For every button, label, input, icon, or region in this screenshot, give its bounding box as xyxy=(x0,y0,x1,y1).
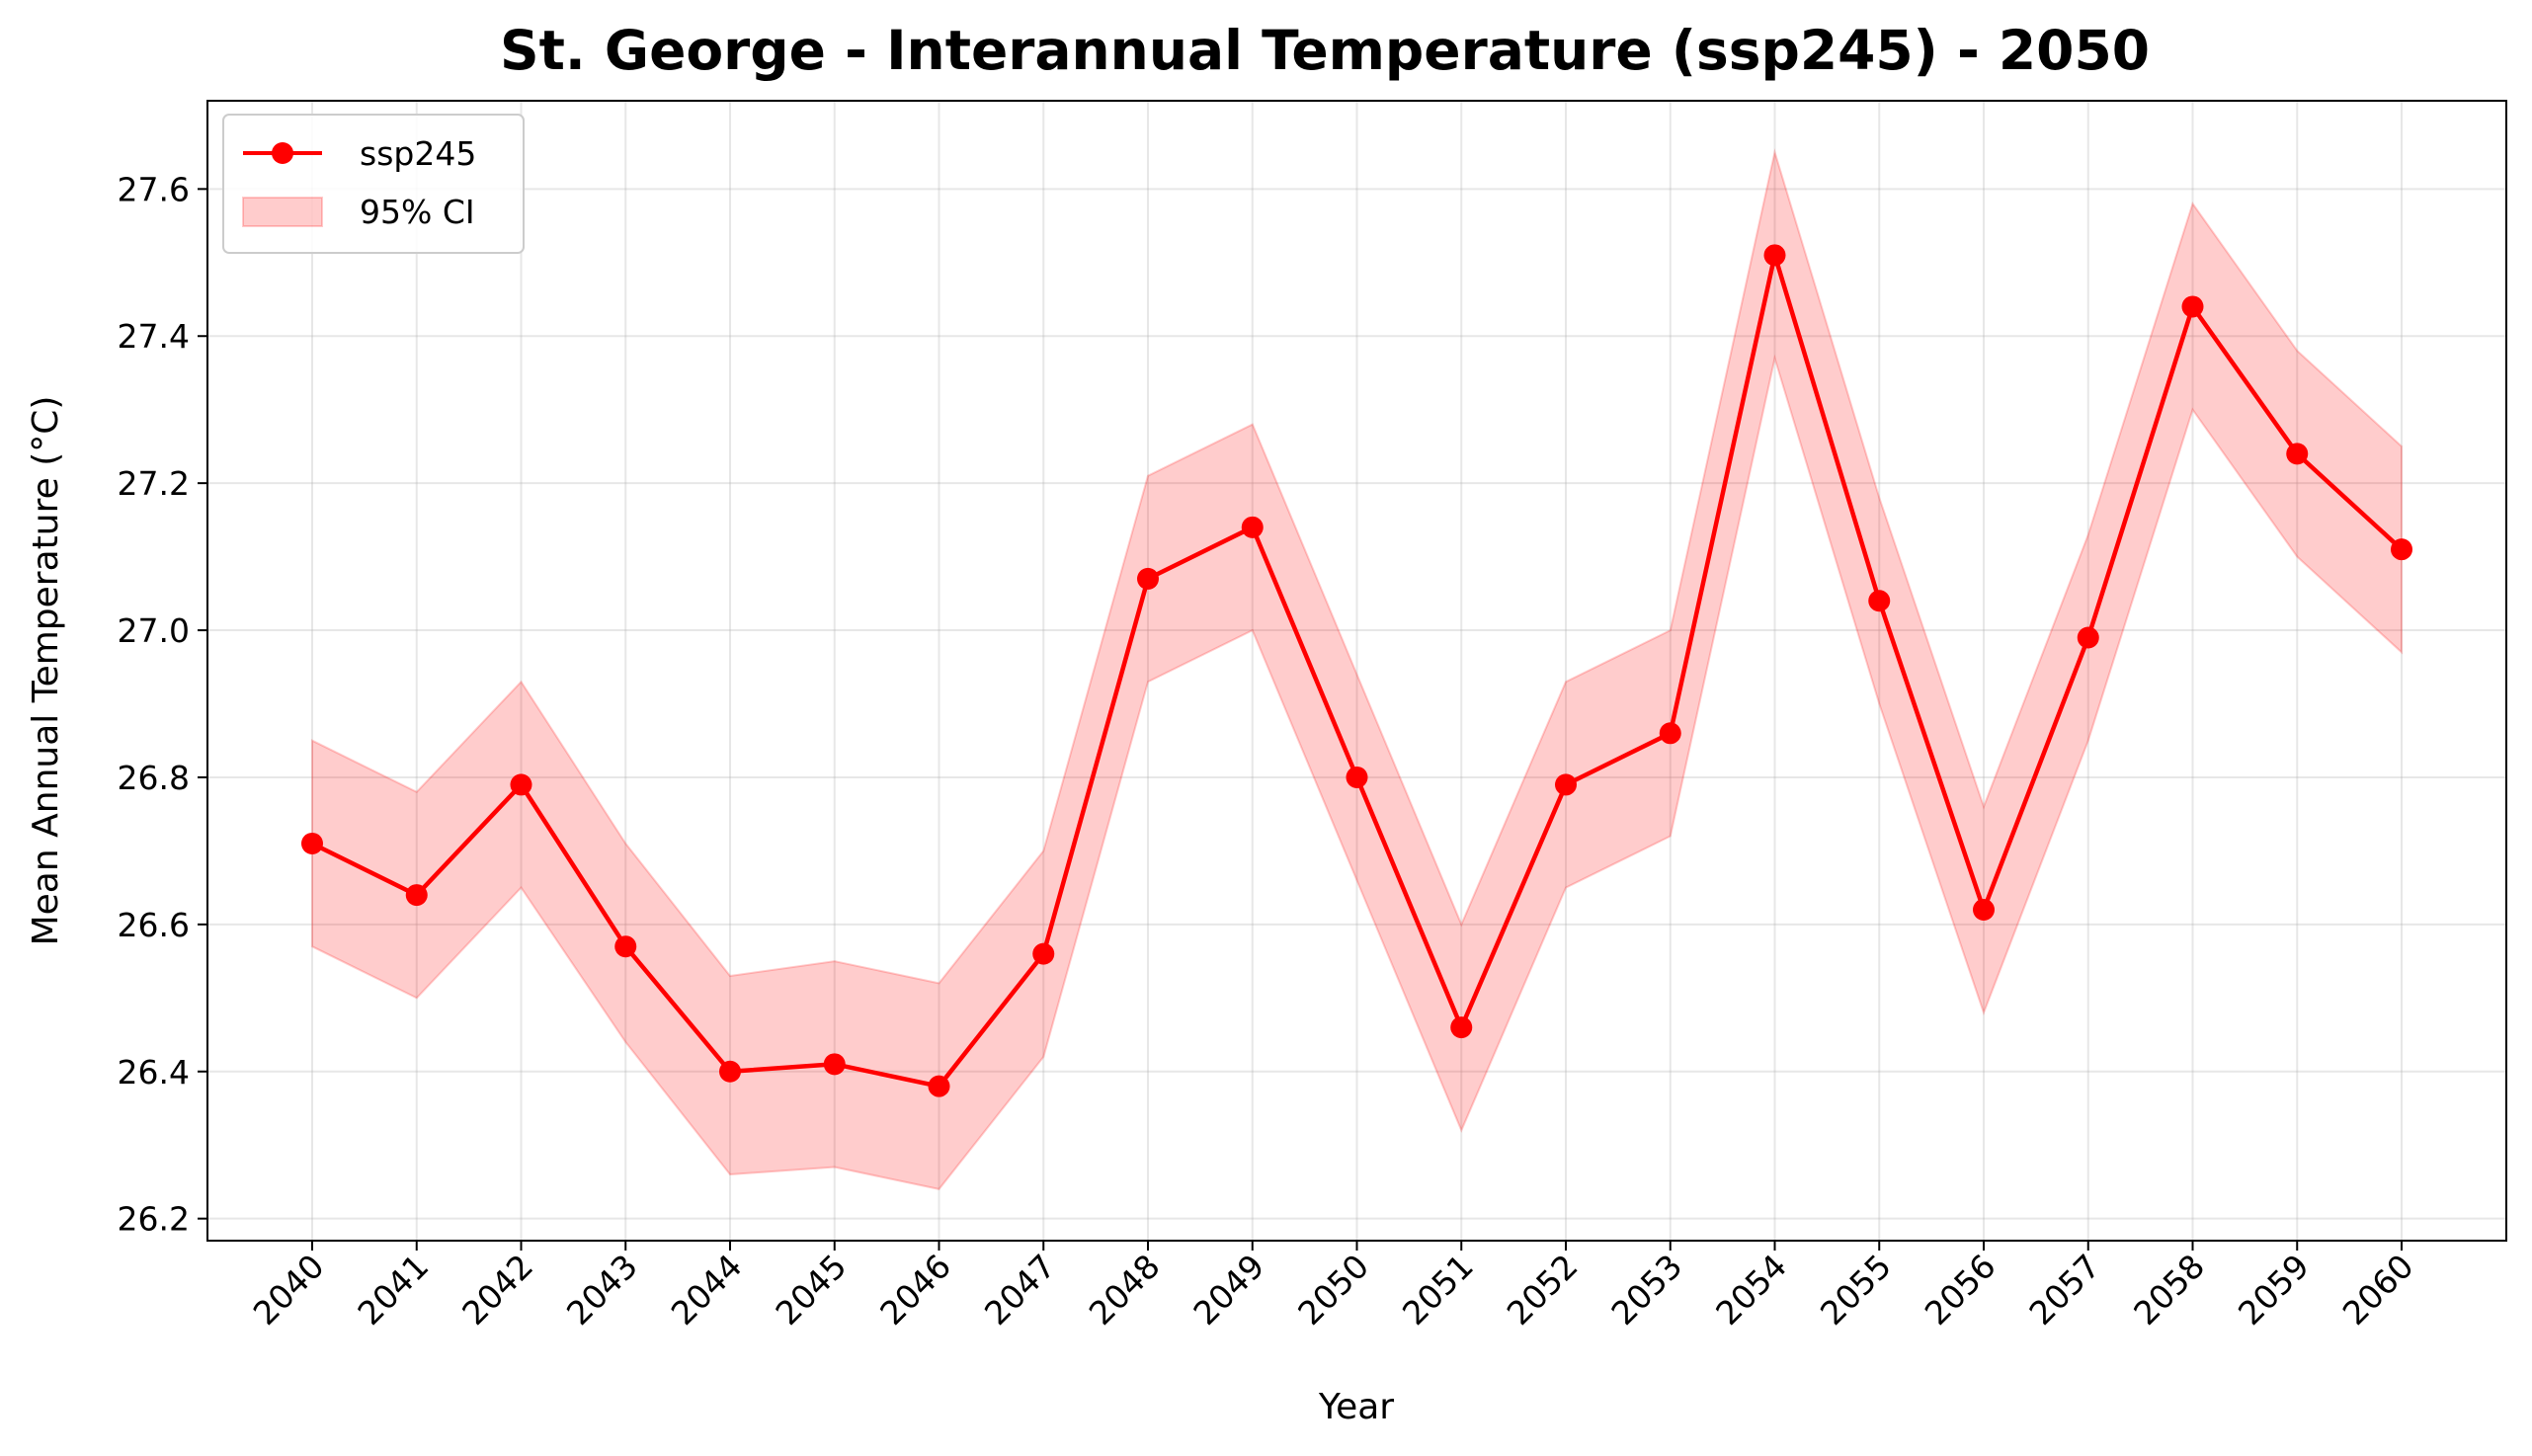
data-point xyxy=(2391,538,2412,561)
data-point xyxy=(1346,766,1368,788)
data-point xyxy=(1137,567,1159,590)
legend: ssp245 95% CI xyxy=(222,114,525,254)
data-point xyxy=(301,832,323,854)
confidence-band-layer xyxy=(311,148,2403,1191)
data-point xyxy=(2181,295,2204,318)
grid-lines xyxy=(207,101,2506,1241)
data-point xyxy=(614,935,637,958)
data-point xyxy=(1659,722,1681,745)
data-point xyxy=(928,1075,950,1097)
legend-marker-swatch xyxy=(272,142,293,164)
legend-label-series: ssp245 xyxy=(360,134,476,173)
data-point xyxy=(1763,244,1786,267)
y-tick-label: 26.6 xyxy=(118,906,190,944)
data-point xyxy=(1032,942,1055,965)
series-marker-layer xyxy=(301,244,2412,1097)
y-tick-label: 26.2 xyxy=(118,1200,190,1239)
y-axis-ticks: 26.2 26.4 26.6 26.8 27.0 27.2 27.4 27.6 xyxy=(118,170,207,1239)
legend-box xyxy=(222,114,525,254)
y-tick-label: 27.0 xyxy=(118,611,190,650)
y-tick-label: 26.4 xyxy=(118,1053,190,1092)
data-point xyxy=(2077,626,2099,649)
data-point xyxy=(719,1060,741,1083)
y-tick-label: 26.8 xyxy=(118,759,190,797)
y-tick-label: 27.4 xyxy=(118,317,190,356)
data-point xyxy=(823,1053,846,1076)
data-point xyxy=(510,773,532,796)
data-point xyxy=(405,884,428,907)
confidence-band xyxy=(311,148,2403,1191)
chart-title: St. George - Interannual Temperature (ss… xyxy=(500,19,2150,82)
y-tick-label: 27.6 xyxy=(118,170,190,208)
data-point xyxy=(1241,516,1264,538)
y-tick-label: 27.2 xyxy=(118,464,190,503)
y-axis-label: Mean Annual Temperature (°C) xyxy=(26,396,66,946)
data-point xyxy=(1973,898,1995,921)
x-axis-label: Year xyxy=(1318,1387,1394,1427)
data-point xyxy=(1555,773,1577,796)
legend-band-swatch xyxy=(242,197,323,227)
data-point xyxy=(1450,1016,1473,1039)
data-point xyxy=(2286,443,2309,465)
legend-label-band: 95% CI xyxy=(360,193,475,231)
data-point xyxy=(1868,590,1891,612)
